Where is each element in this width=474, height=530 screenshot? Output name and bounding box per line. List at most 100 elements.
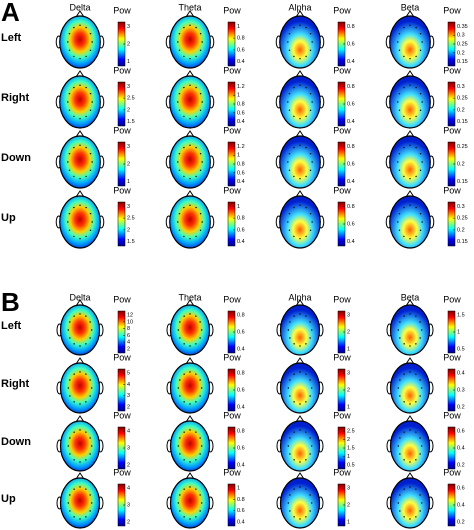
colorbar-title: Pow — [113, 294, 131, 304]
electrode — [85, 55, 87, 58]
electrode — [199, 109, 202, 112]
electrode — [311, 502, 313, 504]
electrode — [85, 315, 87, 317]
colorbar-tick-label: 2 — [127, 227, 130, 233]
colorbar-tick-label: 2 — [347, 329, 350, 335]
colorbar — [117, 201, 126, 247]
electrode — [421, 502, 423, 504]
electrode — [179, 379, 181, 381]
electrode — [293, 516, 295, 518]
head-map — [389, 135, 431, 189]
electrode — [195, 373, 197, 375]
electrode — [199, 321, 201, 323]
electrode — [85, 373, 87, 375]
electrode — [415, 431, 417, 433]
electrode — [79, 57, 81, 60]
electrode — [91, 221, 93, 223]
topo-map — [386, 472, 434, 529]
electrode — [79, 403, 81, 405]
electrode — [289, 437, 291, 439]
electrode — [177, 221, 179, 223]
electrode — [89, 379, 91, 381]
electrode — [299, 84, 301, 87]
head-map — [279, 15, 321, 69]
electrode — [415, 235, 417, 238]
electrode — [419, 453, 421, 455]
colorbar-tick-label: 0.2 — [457, 462, 465, 468]
electrode — [68, 152, 71, 155]
electrode — [287, 387, 289, 389]
electrode — [89, 92, 92, 95]
electrode — [68, 49, 71, 52]
colorbar-tick-label: 0.15 — [457, 119, 468, 125]
electrode — [397, 445, 399, 447]
electrode — [179, 321, 181, 323]
electrode — [183, 206, 185, 209]
topo-map — [385, 130, 435, 189]
electrode — [195, 115, 197, 118]
electrode — [403, 146, 405, 149]
colorbar-tick-label: 0.3 — [457, 84, 465, 90]
colorbar-tick-label: 3 — [127, 204, 130, 210]
head-nose — [185, 415, 195, 423]
colorbar-title: Pow — [333, 467, 351, 477]
electrode — [409, 345, 411, 347]
colorbar-tick-label: 0.25 — [457, 216, 468, 222]
electrode — [289, 321, 291, 323]
electrode — [287, 41, 289, 43]
electrode — [89, 152, 92, 155]
electrode — [183, 431, 185, 433]
electrode — [399, 437, 401, 439]
electrode — [309, 437, 311, 439]
topo-map — [275, 10, 325, 69]
electrode — [73, 86, 75, 89]
electrode — [397, 41, 399, 43]
electrode — [79, 144, 81, 147]
topo-map — [55, 130, 105, 189]
colorbar-tick-label: 0.15 — [457, 179, 468, 185]
electrode — [403, 175, 405, 178]
head-map — [389, 195, 431, 249]
topo-map — [276, 415, 324, 472]
colorbar-tick-label: 4 — [127, 429, 130, 435]
electrode — [85, 343, 87, 345]
electrode — [195, 401, 197, 403]
colorbar-tick-label: 6 — [127, 333, 130, 339]
electrode — [189, 117, 191, 120]
electrode — [199, 379, 201, 381]
electrode — [79, 237, 81, 240]
band-title: Beta — [401, 2, 420, 12]
head-nose — [75, 415, 85, 423]
electrode — [199, 212, 202, 215]
electrode — [73, 206, 75, 209]
electrode — [305, 206, 307, 209]
electrode — [415, 373, 417, 375]
electrode — [397, 387, 399, 389]
electrode — [199, 494, 201, 496]
colorbar-tick-label: 2 — [347, 387, 350, 393]
electrode — [421, 101, 423, 103]
electrode — [309, 169, 312, 172]
electrode — [409, 518, 411, 520]
electrode — [199, 337, 201, 339]
electrode — [398, 49, 401, 52]
electrode — [195, 343, 197, 345]
colorbar — [447, 81, 456, 127]
colorbar-tick-label: 0.6 — [347, 161, 355, 167]
electrode — [79, 313, 81, 315]
head-nose — [295, 70, 305, 78]
electrode — [403, 55, 405, 58]
head-map — [169, 135, 211, 189]
colorbar-tick-label: 0.6 — [237, 227, 245, 233]
electrode — [178, 212, 181, 215]
electrode — [91, 329, 93, 331]
electrode — [305, 315, 307, 317]
topo-map — [386, 415, 434, 472]
electrode — [195, 431, 197, 433]
band-title: Theta — [178, 292, 201, 302]
colorbar-tick-label: 4 — [127, 486, 130, 492]
electrode — [179, 337, 181, 339]
electrode — [189, 403, 191, 405]
head-nose — [295, 472, 305, 480]
electrode — [399, 321, 401, 323]
